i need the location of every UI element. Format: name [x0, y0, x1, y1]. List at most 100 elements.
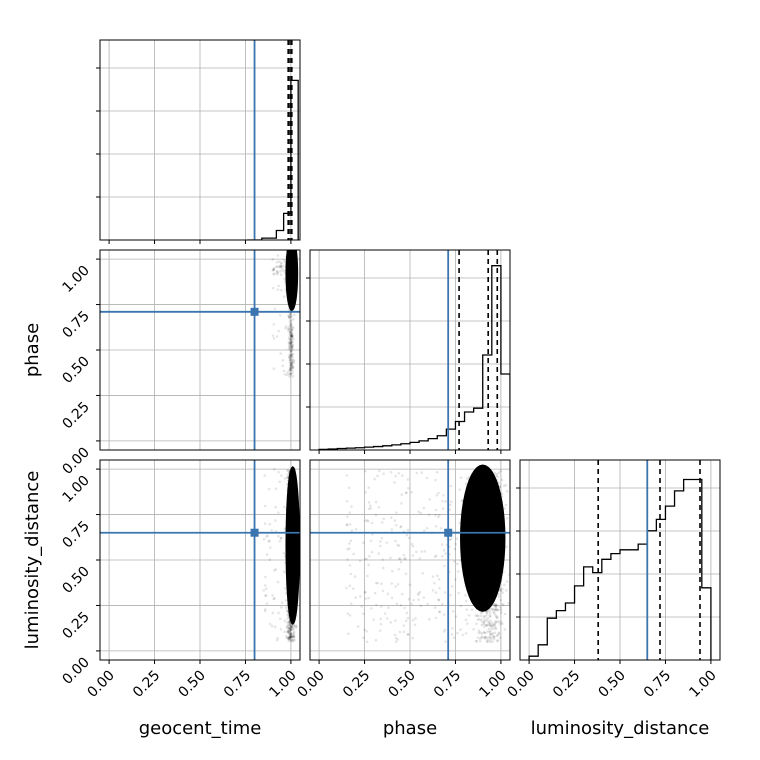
- sample-point: [411, 636, 415, 640]
- sample-point: [286, 629, 290, 633]
- sample-point: [288, 319, 292, 323]
- sample-point: [291, 359, 295, 363]
- sample-point: [291, 632, 295, 635]
- sample-point: [494, 615, 498, 619]
- sample-point: [441, 507, 445, 510]
- sample-point: [289, 324, 293, 328]
- sample-point: [291, 334, 294, 338]
- sample-point: [495, 634, 499, 638]
- sample-point: [279, 262, 283, 266]
- sample-point: [274, 505, 278, 509]
- sample-point: [490, 627, 493, 631]
- sample-point: [499, 588, 502, 592]
- sample-point: [289, 323, 292, 326]
- sample-point: [290, 326, 294, 329]
- sample-point: [399, 560, 403, 564]
- sample-point: [402, 624, 406, 627]
- sample-point: [290, 335, 294, 338]
- sample-point: [367, 486, 371, 489]
- sample-point: [505, 517, 509, 520]
- sample-point: [389, 470, 393, 474]
- sample-point: [264, 608, 267, 611]
- sample-point: [290, 634, 293, 637]
- sample-point: [356, 625, 360, 628]
- sample-point: [458, 488, 462, 491]
- sample-point: [288, 621, 291, 625]
- sample-point: [401, 474, 404, 477]
- sample-point: [363, 469, 367, 473]
- sample-point: [292, 629, 296, 633]
- sample-point: [364, 597, 368, 600]
- sample-point: [288, 629, 292, 633]
- sample-point: [494, 627, 498, 631]
- sample-point: [290, 364, 293, 367]
- sample-point: [349, 572, 353, 576]
- sample-point: [385, 617, 389, 620]
- sample-point: [387, 606, 390, 610]
- sample-point: [280, 606, 283, 609]
- sample-point: [499, 598, 502, 602]
- sample-point: [438, 610, 442, 613]
- sample-point: [467, 475, 471, 479]
- sample-point: [288, 325, 291, 328]
- sample-point: [426, 602, 429, 606]
- sample-point: [288, 316, 291, 319]
- sample-point: [289, 349, 293, 353]
- sample-point: [264, 575, 267, 579]
- sample-point: [474, 614, 478, 617]
- sample-point: [288, 633, 292, 636]
- contour-level: [483, 475, 495, 550]
- sample-point: [440, 602, 444, 606]
- sample-point: [437, 598, 440, 601]
- sample-point: [289, 332, 292, 336]
- sample-point: [499, 620, 503, 624]
- sample-point: [397, 567, 401, 571]
- sample-point: [406, 632, 410, 636]
- sample-point: [292, 326, 295, 329]
- sample-point: [480, 636, 484, 639]
- sample-point: [285, 626, 289, 629]
- sample-point: [288, 344, 291, 347]
- sample-point: [497, 595, 501, 598]
- sample-point: [293, 638, 296, 642]
- sample-point: [411, 618, 415, 622]
- sample-point: [485, 623, 488, 627]
- sample-point: [288, 313, 291, 317]
- sample-point: [289, 349, 293, 353]
- sample-point: [271, 334, 275, 337]
- sample-point: [292, 637, 295, 641]
- sample-point: [290, 366, 294, 370]
- sample-point: [399, 603, 403, 607]
- sample-point: [289, 340, 293, 344]
- sample-point: [490, 632, 494, 636]
- sample-point: [283, 630, 286, 634]
- sample-point: [422, 506, 426, 510]
- sample-point: [484, 614, 488, 618]
- tick-label-x: 0.50: [595, 668, 628, 701]
- sample-point: [264, 594, 268, 597]
- sample-point: [287, 627, 291, 630]
- x-axis-label-phase: phase: [383, 718, 437, 739]
- sample-point: [290, 360, 294, 364]
- sample-point: [493, 471, 497, 475]
- sample-point: [494, 608, 497, 611]
- sample-point: [290, 366, 294, 370]
- sample-point: [289, 635, 292, 638]
- sample-point: [459, 476, 463, 479]
- sample-point: [289, 371, 292, 375]
- tick-label-y: 0.25: [59, 609, 92, 642]
- sample-point: [289, 325, 293, 328]
- sample-point: [408, 583, 412, 587]
- sample-point: [346, 558, 349, 561]
- tick-label-x: 0.25: [340, 668, 373, 701]
- sample-point: [486, 640, 490, 643]
- sample-point: [487, 623, 491, 627]
- sample-point: [289, 368, 293, 372]
- sample-point: [290, 628, 293, 632]
- sample-point: [499, 608, 503, 612]
- sample-point: [354, 527, 358, 531]
- sample-point: [489, 630, 492, 633]
- sample-point: [287, 620, 291, 623]
- sample-point: [449, 593, 452, 597]
- sample-point: [394, 511, 398, 514]
